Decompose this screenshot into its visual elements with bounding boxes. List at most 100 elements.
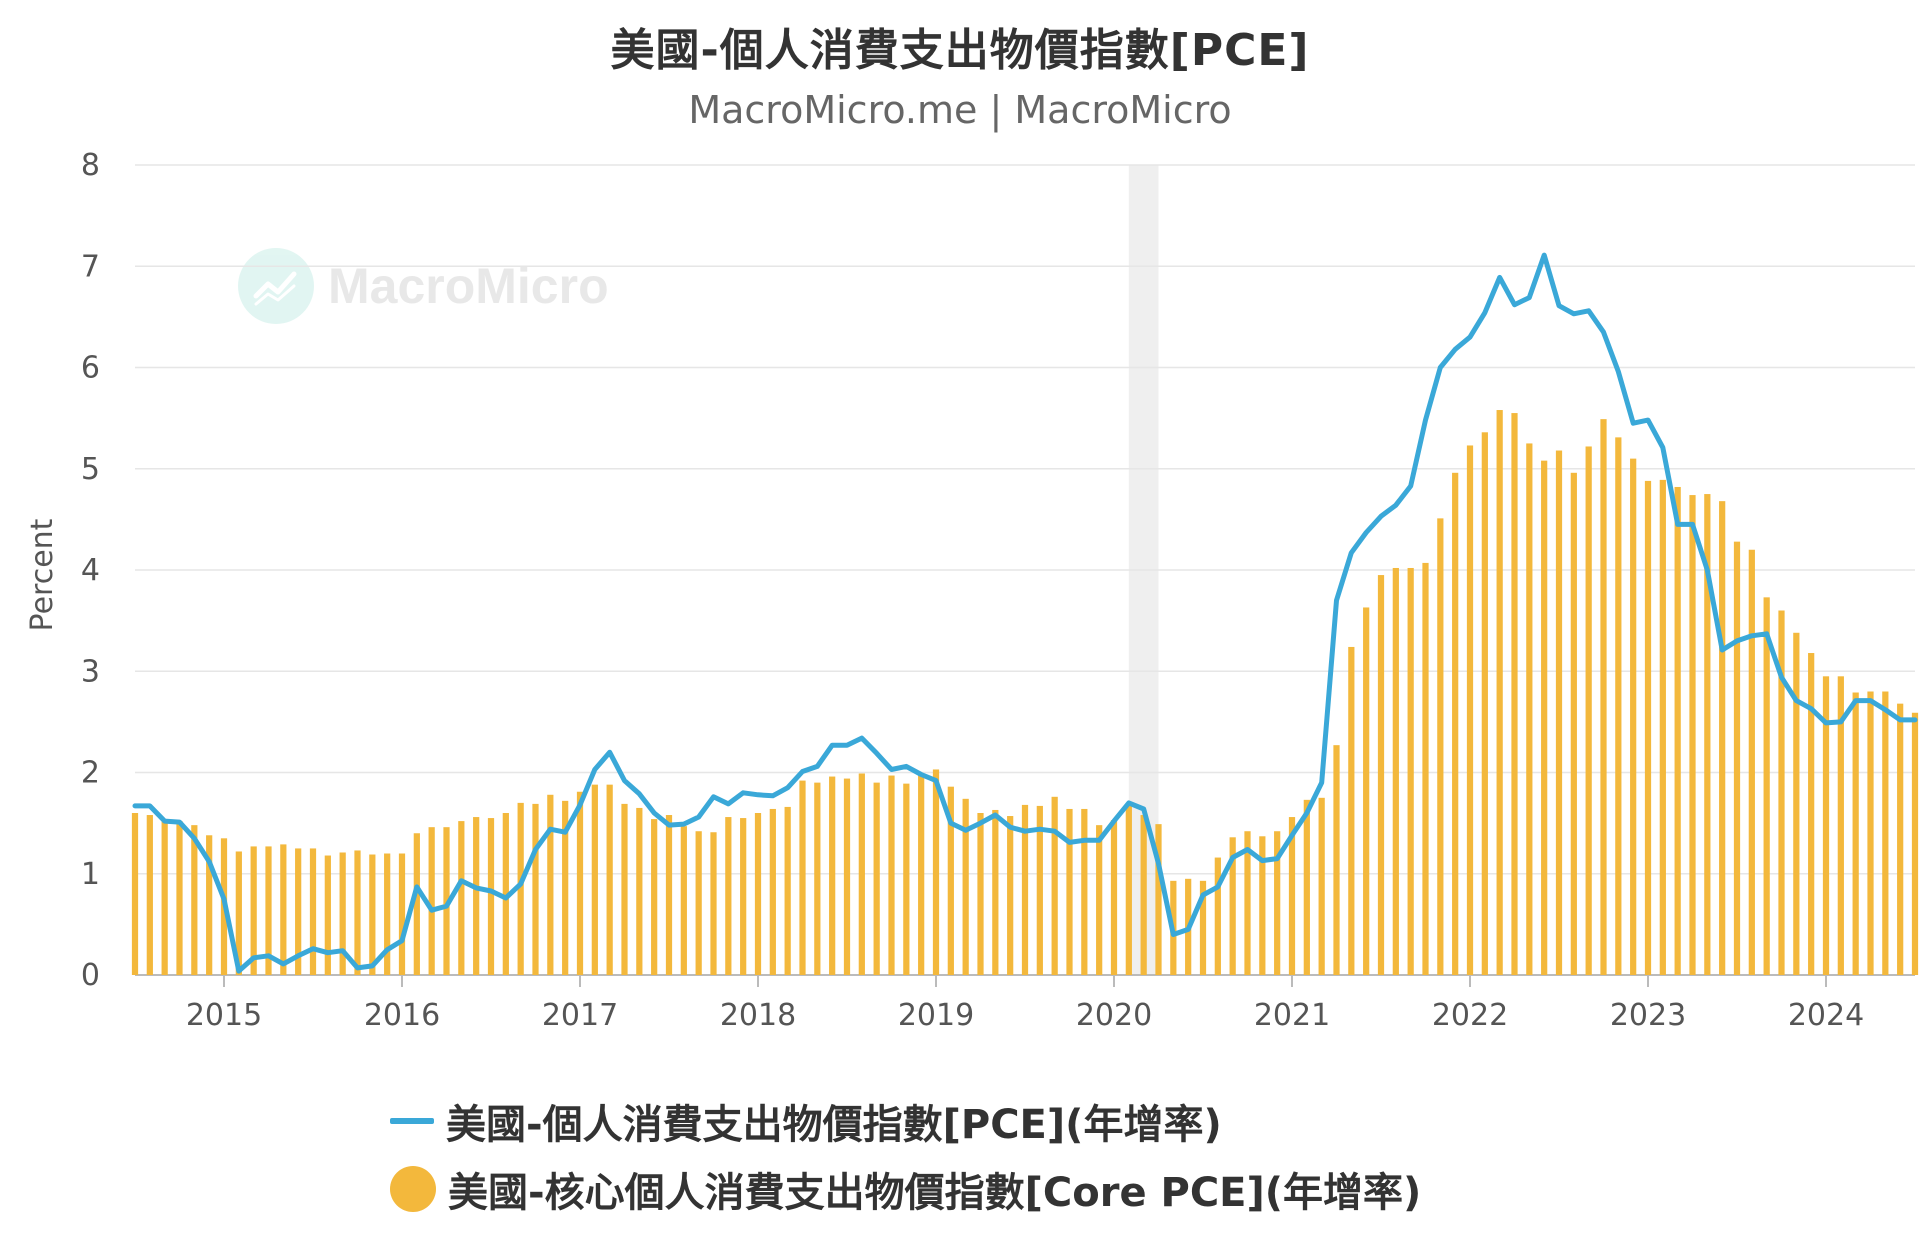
core-pce-bar <box>725 817 732 975</box>
core-pce-bar <box>458 821 465 975</box>
core-pce-bar <box>1897 703 1904 975</box>
core-pce-bars[interactable] <box>131 410 1920 976</box>
x-tick-label: 2019 <box>898 998 974 1033</box>
core-pce-bar <box>1229 837 1236 975</box>
core-pce-bar <box>1110 820 1118 975</box>
y-tick-label: 7 <box>81 249 100 284</box>
core-pce-bar <box>398 853 406 975</box>
core-pce-bar <box>176 821 183 975</box>
core-pce-bar <box>1852 692 1859 975</box>
core-pce-bar <box>1882 691 1889 975</box>
core-pce-bar <box>131 813 139 975</box>
x-tick-label: 2015 <box>186 998 262 1033</box>
core-pce-bar <box>1837 676 1844 975</box>
pce-line-series[interactable] <box>132 252 1918 974</box>
core-pce-bar <box>354 850 361 975</box>
core-pce-bar <box>1021 804 1029 975</box>
core-pce-bar <box>769 808 776 975</box>
core-pce-bar <box>1274 831 1281 975</box>
core-pce-bar <box>1585 446 1592 976</box>
core-pce-bar <box>1719 501 1726 975</box>
x-tick-label: 2022 <box>1432 998 1508 1033</box>
chart-subtitle: MacroMicro.me | MacroMicro <box>688 88 1232 132</box>
core-pce-bar <box>1793 632 1800 975</box>
core-pce-bar <box>932 769 940 975</box>
legend-label-pce: 美國-個人消費支出物價指數[PCE](年增率) <box>446 1102 1222 1148</box>
core-pce-bar <box>1555 450 1563 975</box>
core-pce-bar <box>532 803 539 975</box>
core-pce-bar <box>799 780 806 975</box>
core-pce-bar <box>1733 541 1741 975</box>
core-pce-bar <box>1778 610 1785 975</box>
watermark: MacroMicro <box>238 248 609 324</box>
core-pce-bar <box>1704 494 1711 975</box>
watermark-text: MacroMicro <box>328 258 609 314</box>
core-pce-bar <box>1140 815 1147 975</box>
core-pce-bar <box>1214 857 1221 975</box>
core-pce-bar <box>710 832 717 975</box>
core-pce-bar <box>1822 676 1830 975</box>
core-pce-bar <box>1644 480 1652 975</box>
core-pce-bar <box>977 813 984 975</box>
core-pce-bar <box>369 854 376 975</box>
core-pce-bar <box>1333 745 1340 975</box>
x-tick-label: 2023 <box>1610 998 1686 1033</box>
core-pce-bar <box>1808 653 1815 975</box>
core-pce-bar <box>487 818 495 975</box>
chart-title: 美國-個人消費支出物價指數[PCE] <box>610 25 1310 76</box>
core-pce-bar <box>1748 549 1755 975</box>
core-pce-bar <box>680 826 687 975</box>
core-pce-bar <box>295 848 302 975</box>
core-pce-bar <box>250 846 257 975</box>
y-axis-ticks: 0 1 2 3 4 5 6 7 8 <box>81 148 100 993</box>
core-pce-bar <box>235 851 242 975</box>
core-pce-bar <box>1407 567 1414 975</box>
core-pce-bar <box>918 773 925 975</box>
core-pce-bar <box>339 852 346 975</box>
core-pce-bar <box>903 783 910 975</box>
core-pce-bar <box>1689 495 1696 975</box>
core-pce-bar <box>161 820 168 975</box>
core-pce-bar <box>1466 445 1474 975</box>
x-tick-label: 2016 <box>364 998 440 1033</box>
y-tick-label: 4 <box>81 553 100 588</box>
core-pce-bar <box>621 803 628 975</box>
core-pce-bar <box>754 813 762 975</box>
legend-dot-icon <box>390 1166 436 1212</box>
core-pce-bar <box>1348 646 1355 975</box>
x-tick-label: 2024 <box>1788 998 1864 1033</box>
core-pce-bar <box>873 782 880 975</box>
core-pce-bar <box>1600 419 1607 975</box>
core-pce-bar <box>1199 880 1207 975</box>
core-pce-bar <box>1763 597 1770 975</box>
legend-item-core-pce[interactable]: 美國-核心個人消費支出物價指數[Core PCE](年增率) <box>390 1160 1421 1218</box>
core-pce-bar <box>1911 712 1919 975</box>
core-pce-bar <box>1452 472 1459 975</box>
core-pce-bar <box>265 846 272 975</box>
legend-item-pce[interactable]: 美國-個人消費支出物價指數[PCE](年增率) <box>390 1092 1222 1150</box>
x-tick-label: 2021 <box>1254 998 1330 1033</box>
core-pce-bar <box>1036 805 1043 975</box>
core-pce-bar <box>576 791 584 975</box>
core-pce-bar <box>1674 486 1681 975</box>
core-pce-bar <box>1422 562 1429 975</box>
core-pce-bar <box>1244 831 1251 975</box>
core-pce-bar <box>992 809 999 975</box>
core-pce-bar <box>517 802 524 975</box>
core-pce-bar <box>1318 797 1325 975</box>
core-pce-bar <box>651 819 658 975</box>
core-pce-bar <box>665 815 673 975</box>
core-pce-bar <box>547 794 554 975</box>
core-pce-bar <box>1081 808 1088 975</box>
core-pce-bar <box>473 817 480 975</box>
core-pce-bar <box>843 778 851 975</box>
core-pce-bar <box>591 784 598 975</box>
core-pce-bar <box>784 806 791 975</box>
core-pce-bar <box>1570 472 1577 975</box>
core-pce-bar <box>888 775 895 975</box>
core-pce-bar <box>206 835 213 975</box>
core-pce-bar <box>1511 413 1518 975</box>
core-pce-bar <box>562 800 569 975</box>
core-pce-bar <box>814 782 821 975</box>
